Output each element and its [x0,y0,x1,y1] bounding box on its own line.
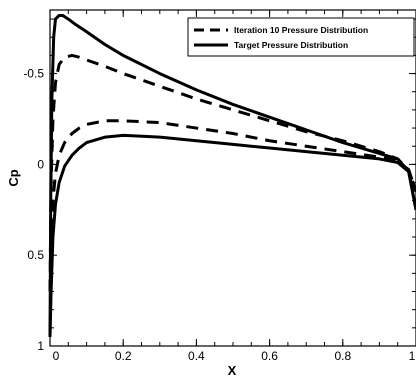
y-tick-label: 0.5 [27,248,44,262]
legend-box [187,17,415,57]
legend-label-iteration: Iteration 10 Pressure Distribution [234,25,368,35]
legend: Iteration 10 Pressure Distribution Targe… [187,17,415,57]
x-tick-label: 0.4 [188,349,205,363]
x-tick-label: 0.2 [115,349,132,363]
series-1-upper-line [48,13,416,337]
y-axis-title: Cp [6,169,21,186]
x-tick-label: 1 [409,349,416,363]
y-tick-label: -0.5 [23,67,44,81]
x-axis-title: X [228,363,237,378]
y-tick-label: 1 [37,339,44,353]
legend-label-target: Target Pressure Distribution [234,40,348,50]
series-0-lower-line [48,119,416,292]
x-tick-label: 0.8 [334,349,351,363]
series-1-lower-line [48,133,416,337]
y-tick-label: 0 [37,157,44,171]
x-tick-label: 0.6 [261,349,278,363]
x-tick-label: 0 [53,349,60,363]
series-layer [48,13,416,337]
